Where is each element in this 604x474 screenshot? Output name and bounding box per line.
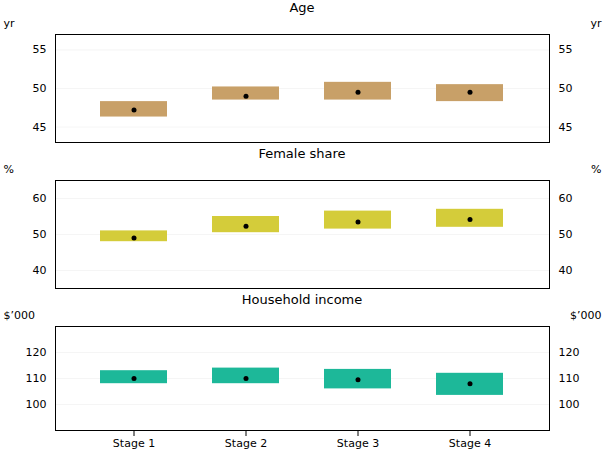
svg-text:yr: yr (590, 17, 602, 30)
svg-text:Stage 4: Stage 4 (449, 437, 491, 450)
html-text:Female share: Female share (258, 146, 346, 161)
svg-text:yr: yr (4, 17, 16, 30)
svg-text:%: % (591, 163, 601, 176)
svg-text:50: 50 (33, 82, 47, 95)
svg-text:120: 120 (26, 346, 47, 359)
svg-text:40: 40 (33, 264, 47, 277)
html-text:Age: Age (289, 0, 315, 15)
svg-text:120: 120 (559, 346, 580, 359)
svg-text:40: 40 (559, 264, 573, 277)
svg-text:55: 55 (33, 43, 47, 56)
svg-text:45: 45 (33, 121, 47, 134)
svg-text:Stage 2: Stage 2 (225, 437, 267, 450)
svg-text:Stage 1: Stage 1 (113, 437, 155, 450)
svg-text:55: 55 (559, 43, 573, 56)
svg-text:110: 110 (26, 372, 47, 385)
svg-text:Stage 3: Stage 3 (337, 437, 379, 450)
svg-text:100: 100 (559, 398, 580, 411)
svg-text:45: 45 (559, 121, 573, 134)
svg-text:$’000: $’000 (570, 309, 602, 322)
svg-text:$’000: $’000 (4, 309, 36, 322)
svg-text:60: 60 (33, 192, 47, 205)
svg-text:50: 50 (33, 228, 47, 241)
html-text:Household income: Household income (241, 292, 363, 307)
svg-text:%: % (4, 163, 14, 176)
svg-text:50: 50 (559, 82, 573, 95)
svg-text:100: 100 (26, 398, 47, 411)
svg-text:50: 50 (559, 228, 573, 241)
svg-text:110: 110 (559, 372, 580, 385)
svg-text:60: 60 (559, 192, 573, 205)
